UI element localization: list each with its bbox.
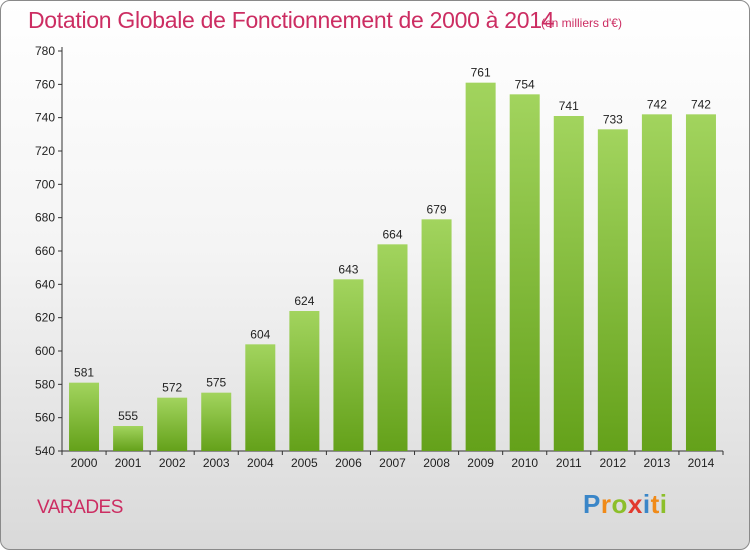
bar-2002: [157, 397, 188, 451]
x-tick-label: 2005: [291, 456, 318, 470]
bar-2000: [69, 382, 100, 451]
bar-2003: [201, 392, 232, 451]
y-tick-label: 640: [35, 277, 55, 291]
bar-2014: [685, 114, 716, 451]
logo-letter-i: i: [642, 489, 651, 519]
bar-2010: [509, 94, 540, 451]
y-tick-label: 720: [35, 144, 55, 158]
bar-value-label: 679: [427, 202, 447, 216]
bar-value-label: 741: [559, 99, 579, 113]
bar-value-label: 575: [206, 376, 226, 390]
bar-2009: [465, 82, 496, 452]
bar-value-label: 624: [294, 294, 314, 308]
y-tick-label: 760: [35, 77, 55, 91]
bar-2004: [245, 344, 276, 451]
y-tick-label: 780: [35, 44, 55, 58]
logo-letter-t: t: [650, 489, 660, 519]
x-tick-label: 2002: [159, 456, 186, 470]
bar-value-label: 742: [691, 97, 711, 111]
y-axis: 540 560 580 600 620 640 660 680 700 720 740 760 780: [35, 44, 63, 458]
y-tick-label: 660: [35, 244, 55, 258]
y-tick-label: 600: [35, 344, 55, 358]
logo-letter-i2: i: [659, 489, 668, 519]
logo-letter-p: P: [583, 489, 601, 519]
bar-value-label: 581: [74, 366, 94, 380]
x-tick-label: 2010: [511, 456, 538, 470]
x-tick-label: 2014: [688, 456, 715, 470]
x-tick-label: 2008: [423, 456, 450, 470]
y-tick-label: 700: [35, 177, 55, 191]
bar-2007: [377, 244, 408, 451]
bar-value-label: 572: [162, 381, 182, 395]
chart-title: Dotation Globale de Fonctionnement de 20…: [28, 7, 555, 33]
bar-2001: [113, 426, 144, 451]
logo-letter-x: x: [627, 489, 643, 519]
bar-2005: [289, 311, 320, 451]
chart-unit: (en milliers d'€): [541, 16, 622, 30]
x-tick-label: 2011: [556, 456, 582, 470]
x-tick-label: 2003: [203, 456, 230, 470]
bar-value-label: 761: [471, 66, 491, 80]
x-tick-label: 2000: [71, 456, 98, 470]
bar-value-label: 733: [603, 112, 623, 126]
x-tick-label: 2012: [599, 456, 626, 470]
bar-2006: [333, 279, 364, 451]
proxiti-logo[interactable]: Proxiti: [583, 489, 667, 520]
x-tick-label: 2009: [467, 456, 494, 470]
bar-value-label: 643: [338, 262, 358, 276]
x-tick-label: 2006: [335, 456, 362, 470]
x-tick-label: 2007: [379, 456, 406, 470]
place-name: VARADES: [37, 497, 123, 518]
bar-value-label: 664: [382, 227, 402, 241]
x-tick-label: 2004: [247, 456, 274, 470]
bar-value-label: 754: [515, 77, 535, 91]
bar-2008: [421, 219, 452, 451]
bar-value-label: 604: [250, 327, 270, 341]
bar-value-label: 742: [647, 97, 667, 111]
x-axis: 2000 2001 2002 2003 2004 2005 2006 2007 2008 2009…: [61, 450, 724, 470]
y-tick-label: 620: [35, 311, 55, 325]
y-tick-label: 560: [35, 411, 55, 425]
y-tick-label: 580: [35, 377, 55, 391]
y-tick-label: 740: [35, 111, 55, 125]
logo-letter-o: o: [611, 489, 628, 519]
x-tick-label: 2001: [115, 456, 142, 470]
y-tick-label: 540: [35, 444, 55, 458]
logo-letter-r: r: [600, 489, 612, 519]
bar-2011: [553, 116, 584, 451]
bar-value-label: 555: [118, 409, 138, 423]
bar-2013: [641, 114, 672, 451]
y-tick-label: 680: [35, 211, 55, 225]
x-tick-label: 2013: [644, 456, 671, 470]
bars: 581 555 572 575 604 624 643 664 679 761 754 741 733 7…: [69, 66, 716, 452]
bar-2012: [597, 129, 628, 452]
